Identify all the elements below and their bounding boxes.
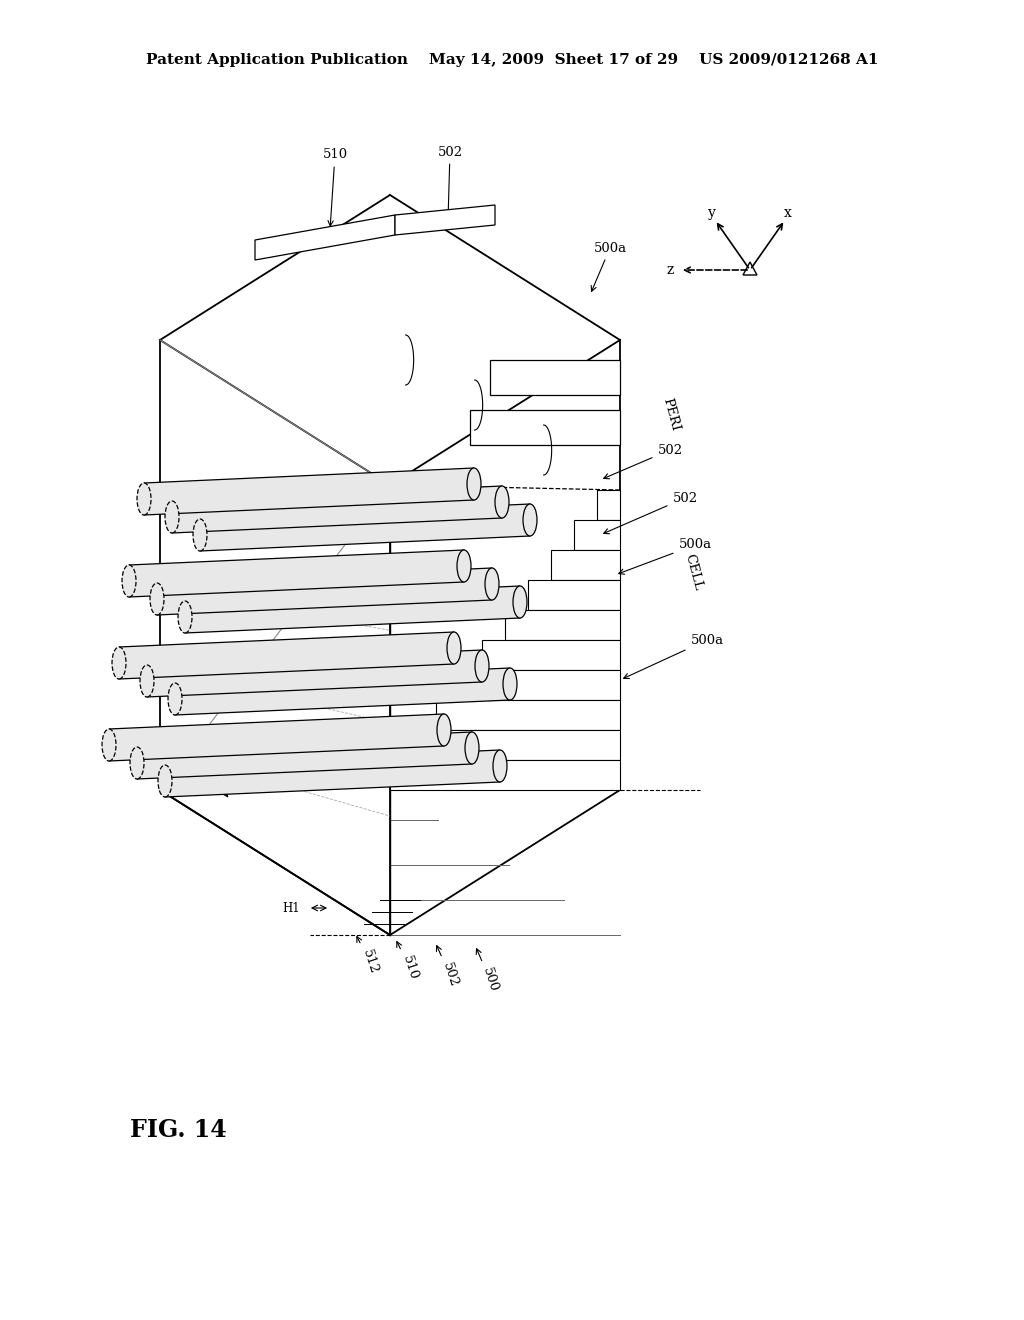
Text: 510: 510: [323, 149, 347, 226]
Polygon shape: [505, 610, 620, 640]
Polygon shape: [470, 411, 620, 445]
Polygon shape: [574, 520, 620, 550]
Ellipse shape: [130, 747, 144, 779]
Polygon shape: [551, 550, 620, 579]
Polygon shape: [390, 760, 620, 789]
Polygon shape: [436, 700, 620, 730]
Ellipse shape: [112, 647, 126, 678]
Polygon shape: [490, 360, 620, 395]
Ellipse shape: [178, 601, 193, 634]
Polygon shape: [482, 640, 620, 671]
Text: FIG. 14: FIG. 14: [130, 1118, 226, 1142]
Polygon shape: [459, 671, 620, 700]
Ellipse shape: [168, 682, 182, 715]
Ellipse shape: [493, 750, 507, 781]
Ellipse shape: [137, 483, 151, 515]
Ellipse shape: [457, 550, 471, 582]
Text: 502: 502: [436, 945, 460, 989]
Ellipse shape: [102, 729, 116, 762]
Polygon shape: [597, 490, 620, 520]
Polygon shape: [119, 632, 454, 678]
Text: 500: 500: [476, 949, 500, 994]
Ellipse shape: [158, 766, 172, 797]
Text: CELL: CELL: [682, 552, 705, 591]
Polygon shape: [255, 215, 395, 260]
Polygon shape: [200, 504, 530, 550]
Ellipse shape: [193, 519, 207, 550]
Text: 500a: 500a: [618, 539, 712, 574]
Text: 500a: 500a: [591, 242, 627, 292]
Text: 510a: 510a: [183, 751, 227, 797]
Text: H1: H1: [283, 902, 300, 915]
Polygon shape: [129, 550, 464, 597]
Ellipse shape: [513, 586, 527, 618]
Polygon shape: [395, 205, 495, 235]
Ellipse shape: [437, 714, 451, 746]
Polygon shape: [413, 730, 620, 760]
Text: z: z: [667, 263, 674, 277]
Ellipse shape: [475, 649, 489, 682]
Ellipse shape: [150, 583, 164, 615]
Polygon shape: [165, 750, 500, 797]
Polygon shape: [157, 568, 492, 615]
Text: y: y: [708, 206, 716, 220]
Polygon shape: [360, 484, 390, 935]
Ellipse shape: [140, 665, 154, 697]
Ellipse shape: [485, 568, 499, 601]
Text: 500a: 500a: [624, 634, 724, 678]
Polygon shape: [147, 649, 482, 697]
Text: PERI: PERI: [660, 397, 681, 433]
Polygon shape: [390, 341, 620, 935]
Text: Patent Application Publication    May 14, 2009  Sheet 17 of 29    US 2009/012126: Patent Application Publication May 14, 2…: [145, 53, 879, 67]
Ellipse shape: [122, 565, 136, 597]
Polygon shape: [175, 668, 510, 715]
Text: 512: 512: [356, 937, 380, 975]
Ellipse shape: [447, 632, 461, 664]
Polygon shape: [109, 714, 444, 762]
Polygon shape: [172, 486, 502, 533]
Text: 510: 510: [396, 941, 420, 982]
Polygon shape: [144, 469, 474, 515]
Ellipse shape: [495, 486, 509, 517]
Text: 502: 502: [604, 444, 683, 479]
Ellipse shape: [523, 504, 537, 536]
Ellipse shape: [503, 668, 517, 700]
Ellipse shape: [465, 733, 479, 764]
Polygon shape: [185, 586, 520, 634]
Polygon shape: [137, 733, 472, 779]
Ellipse shape: [165, 502, 179, 533]
Polygon shape: [743, 261, 757, 275]
Text: x: x: [784, 206, 792, 220]
Text: 502: 502: [437, 145, 463, 216]
Polygon shape: [528, 579, 620, 610]
Ellipse shape: [467, 469, 481, 500]
Text: 502: 502: [604, 491, 697, 533]
